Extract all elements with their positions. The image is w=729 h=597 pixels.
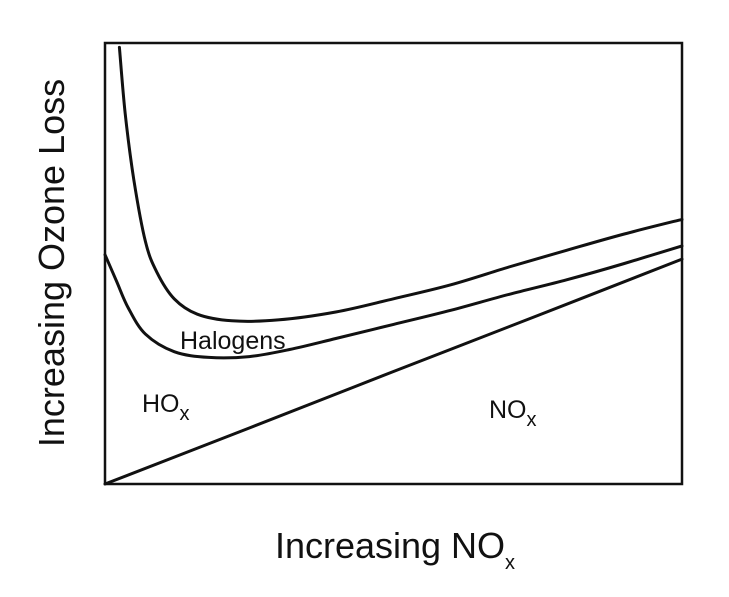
hox-halogen-boundary-curve [103,244,684,360]
region-label-hox: HOx [142,390,190,425]
region-label-halogens: Halogens [180,327,286,355]
x-axis-title: Increasing NOx [275,525,515,574]
halogen-upper-boundary-curve [117,45,684,323]
nox-boundary-curve [103,257,684,486]
boundary-curves [103,45,684,486]
plot-frame [103,41,684,486]
y-axis-title: Increasing Ozone Loss [31,79,72,447]
region-label-nox: NOx [489,396,537,431]
